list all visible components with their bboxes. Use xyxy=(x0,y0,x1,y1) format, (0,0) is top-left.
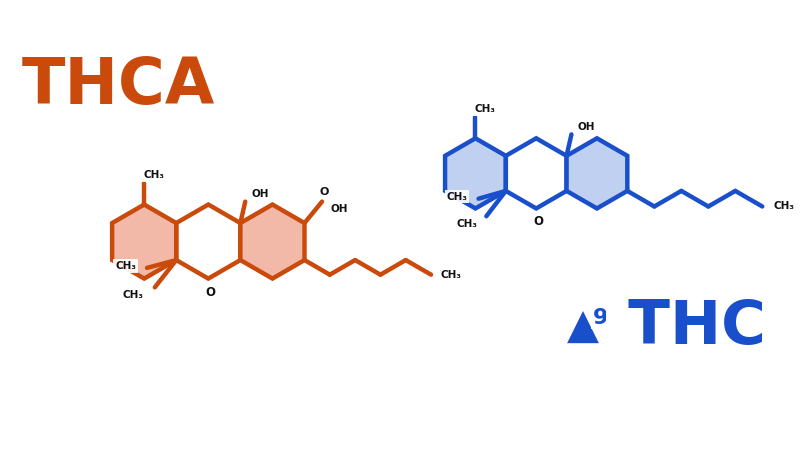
Text: CH₃: CH₃ xyxy=(456,219,478,229)
Text: CH₃: CH₃ xyxy=(143,170,165,180)
Polygon shape xyxy=(445,138,506,208)
Text: 9: 9 xyxy=(593,307,608,328)
Text: CH₃: CH₃ xyxy=(446,192,468,202)
Text: OH: OH xyxy=(578,122,595,131)
Text: THCA: THCA xyxy=(22,55,214,117)
Text: THC: THC xyxy=(607,298,766,357)
Text: OH: OH xyxy=(251,189,269,199)
Text: CH₃: CH₃ xyxy=(115,261,136,271)
Text: CH₃: CH₃ xyxy=(123,290,144,300)
Text: CH₃: CH₃ xyxy=(474,104,496,114)
Text: CH₃: CH₃ xyxy=(774,202,794,211)
Polygon shape xyxy=(112,205,176,279)
Text: OH: OH xyxy=(331,204,348,214)
Polygon shape xyxy=(566,138,627,208)
Polygon shape xyxy=(240,205,305,279)
Text: O: O xyxy=(533,215,543,228)
Text: ▲: ▲ xyxy=(566,306,598,348)
Text: CH₃: CH₃ xyxy=(440,270,461,280)
Text: O: O xyxy=(206,286,215,299)
Text: O: O xyxy=(319,187,329,197)
